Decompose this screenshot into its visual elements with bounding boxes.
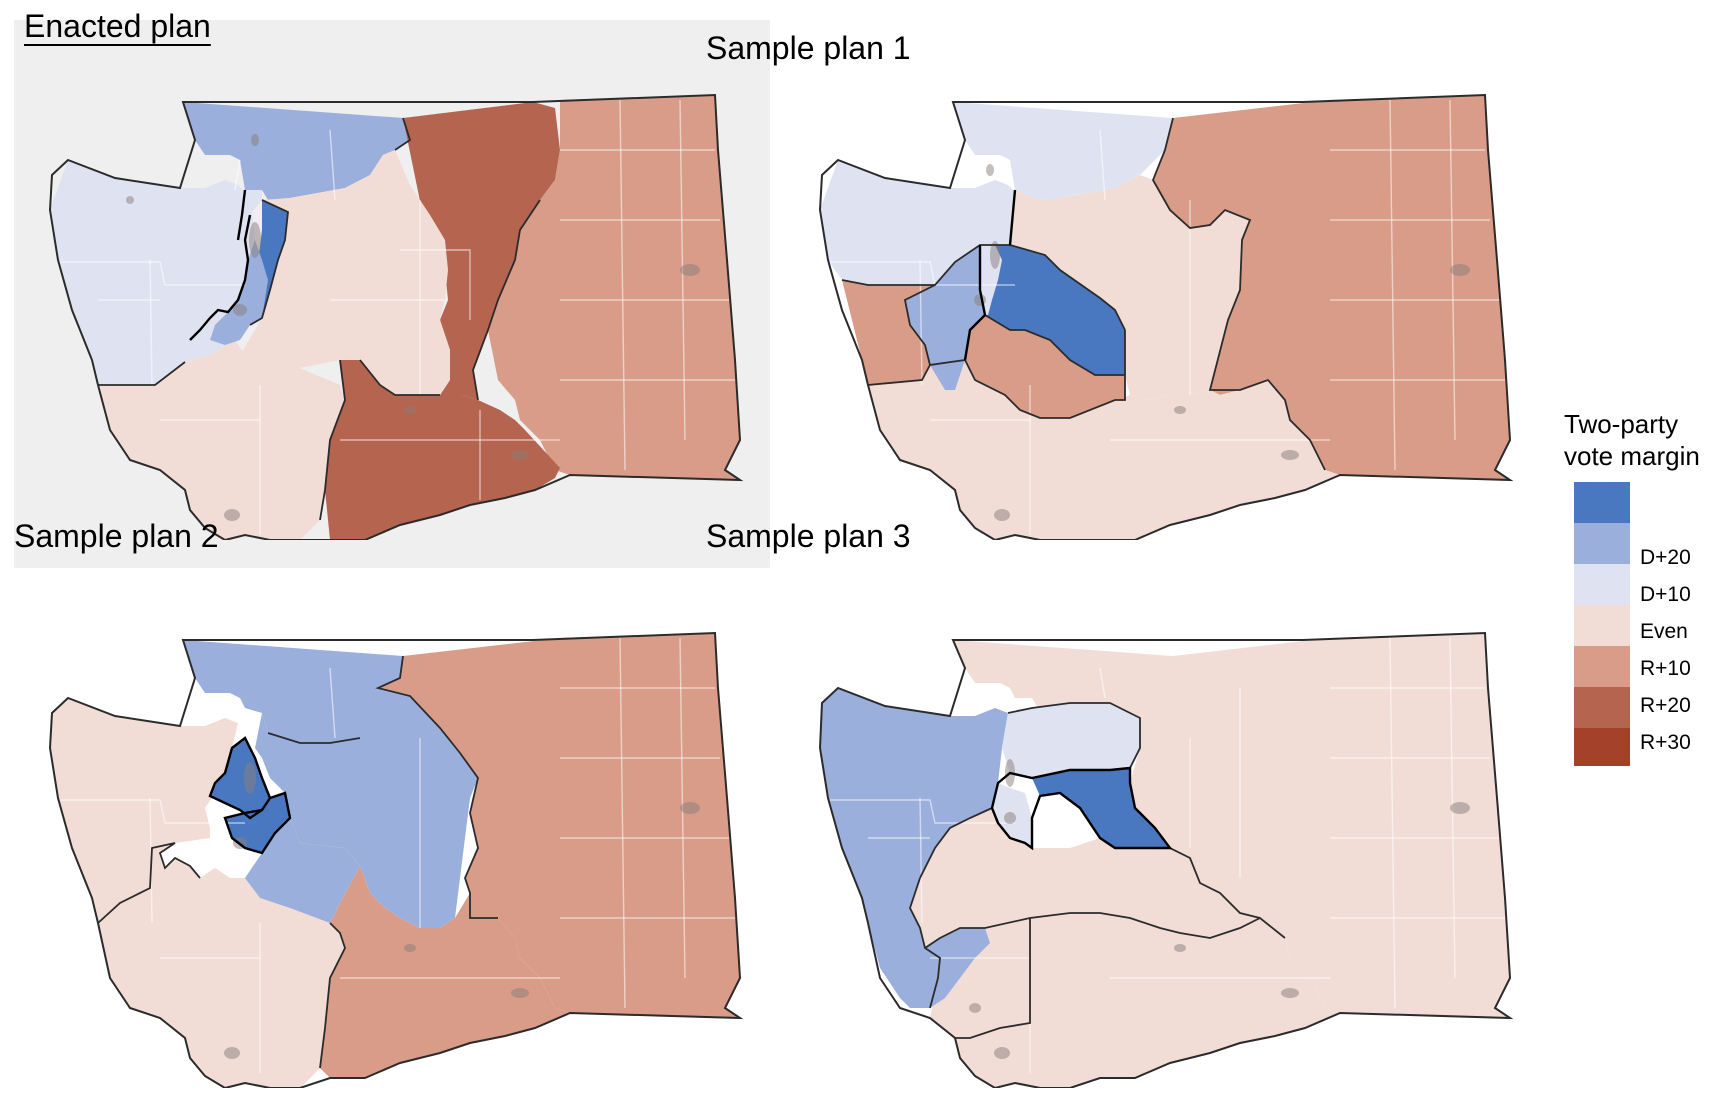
legend-swatch-even-d: [1574, 564, 1630, 605]
district-d: [980, 245, 1125, 375]
district-c: [1002, 703, 1140, 778]
district-a: [953, 102, 1173, 200]
district-g: [842, 280, 935, 385]
county-lines: [60, 99, 735, 535]
metro-district-border: [208, 736, 292, 855]
district-a: [953, 633, 1510, 1018]
district-j: [925, 928, 990, 1008]
legend-title-line-2: vote margin: [1564, 441, 1700, 471]
legend-swatch-even-r: [1574, 605, 1630, 646]
legend: Two-party vote margin D+20 D+10 Even R+1…: [1564, 408, 1728, 788]
state-outline: [818, 93, 1514, 540]
legend-label-r30: R+30: [1640, 731, 1691, 754]
panel-title: Sample plan 2: [14, 518, 219, 554]
district-b: [1153, 95, 1510, 480]
state-outline: [818, 631, 1514, 1088]
legend-title-line-1: Two-party: [1564, 409, 1679, 439]
sample-plan-3-map: [818, 631, 1514, 1088]
legend-swatch-d20: [1574, 482, 1630, 523]
district-borders: [909, 702, 1286, 1039]
panel-sample-plan-2: Sample plan 2: [0, 518, 770, 1088]
state-outline: [48, 93, 744, 540]
district-3: [98, 340, 345, 540]
legend-label-r20: R+20: [1640, 694, 1691, 717]
legend-swatch-r10: [1574, 646, 1630, 687]
legend-color-bar: [1574, 482, 1630, 766]
district-c: [868, 360, 1340, 540]
district-a: [183, 640, 403, 743]
district-e: [378, 633, 740, 1018]
district-2: [190, 190, 262, 340]
district-b: [820, 688, 1008, 1008]
panel-enacted-plan: Enacted plan: [0, 0, 770, 568]
metro-district-border: [189, 189, 252, 341]
panel-sample-plan-3: Sample plan 3: [706, 518, 1540, 1088]
district-4: [403, 102, 560, 400]
panel-title: Sample plan 1: [706, 30, 911, 66]
panel-title: Sample plan 3: [706, 518, 911, 554]
district-4b: [325, 360, 560, 540]
district-borders: [841, 117, 1326, 471]
county-lines: [830, 99, 1505, 535]
urban-areas: [126, 134, 700, 521]
district-borders: [98, 117, 541, 521]
metro-district-border: [990, 766, 1173, 851]
district-h: [965, 315, 1125, 418]
legend-swatch-r30: [1574, 728, 1630, 766]
urban-areas: [974, 164, 1470, 521]
district-g: [1030, 913, 1340, 1088]
district-borders: [97, 655, 498, 1069]
legend-label-even: Even: [1640, 620, 1688, 643]
district-g: [98, 843, 345, 1088]
enacted-plan-map: [48, 93, 744, 540]
panel-sample-plan-1: Sample plan 1: [706, 0, 1540, 540]
district-d: [255, 688, 478, 928]
legend-label-r10: R+10: [1640, 657, 1691, 680]
legend-swatch-d10: [1574, 523, 1630, 564]
panel-title: Enacted plan: [24, 8, 211, 44]
sample-plan-1-map: [818, 93, 1514, 540]
legend-title: Two-party vote margin: [1564, 408, 1728, 472]
sample-plan-2-map: [48, 631, 744, 1088]
metro-district-border: [963, 189, 1017, 361]
legend-label-d20: D+20: [1640, 546, 1691, 569]
district-1: [183, 102, 410, 200]
district-8: [240, 150, 450, 395]
district-e: [910, 808, 1260, 948]
district-6: [50, 160, 260, 385]
legend-swatch-r20: [1574, 687, 1630, 728]
district-d: [1032, 768, 1170, 848]
legend-label-d10: D+10: [1640, 583, 1691, 606]
district-5: [488, 95, 740, 480]
state-outline: [48, 631, 744, 1088]
district-f: [320, 866, 570, 1078]
district-9: [210, 240, 268, 345]
district-i: [245, 818, 360, 923]
